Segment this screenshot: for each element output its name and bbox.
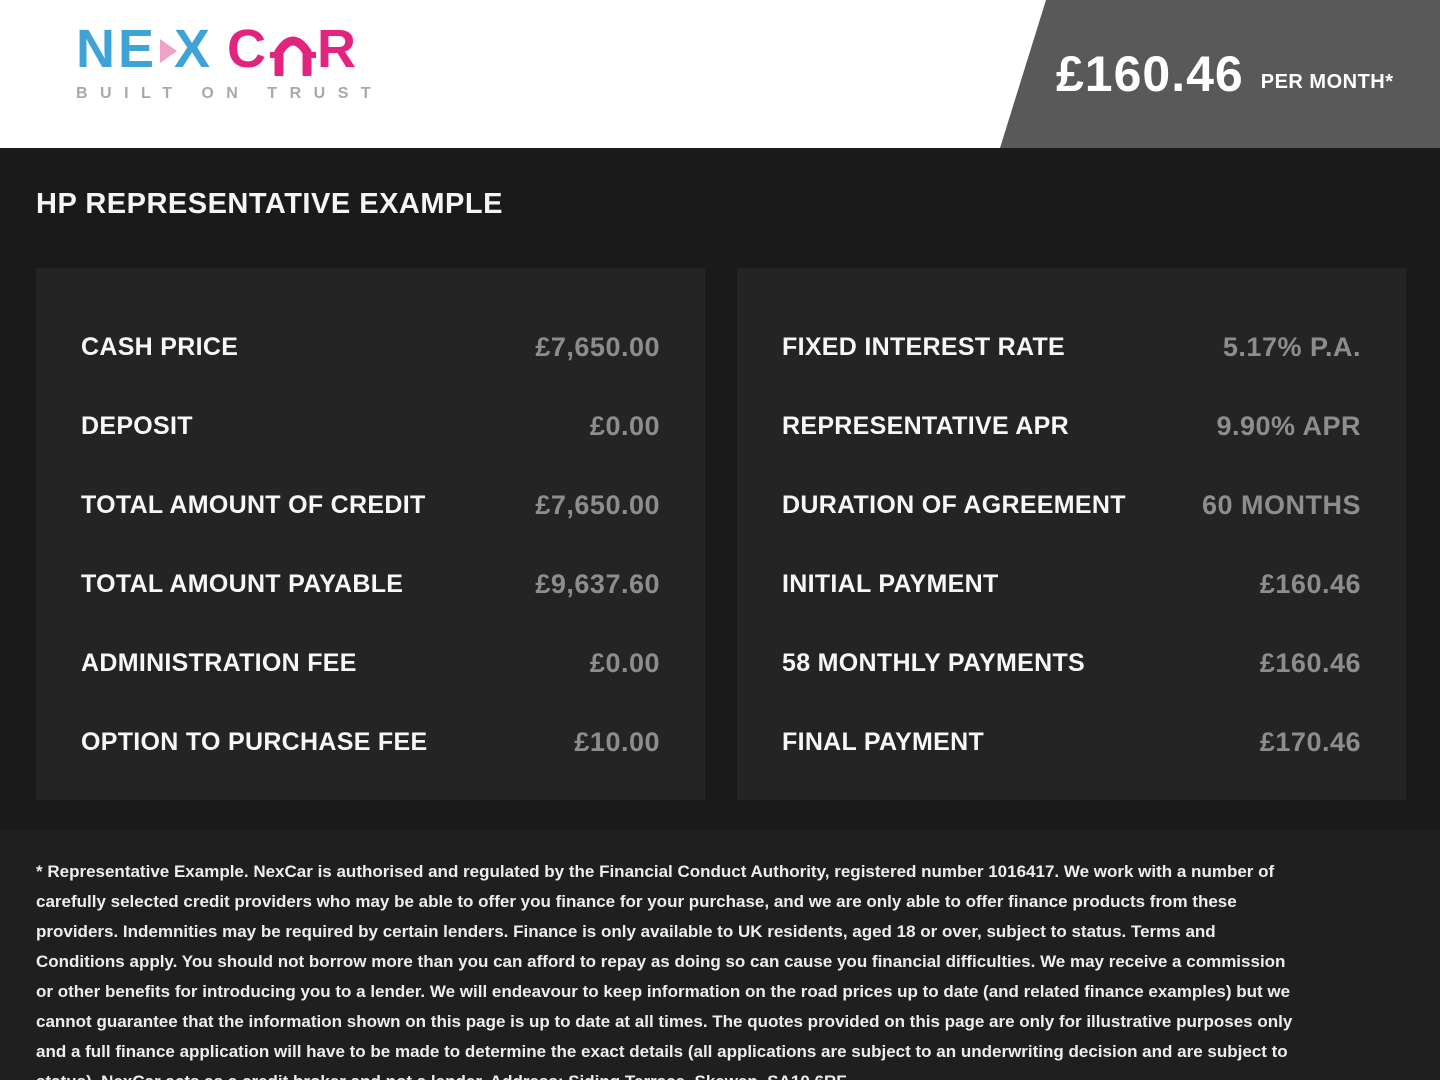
table-row: FIXED INTEREST RATE 5.17% P.A. xyxy=(782,308,1361,387)
finance-value: £7,650.00 xyxy=(535,332,660,362)
finance-value: £7,650.00 xyxy=(535,490,660,520)
finance-label: TOTAL AMOUNT PAYABLE xyxy=(81,570,404,598)
table-row: DURATION OF AGREEMENT 60 MONTHS xyxy=(782,466,1361,545)
monthly-price-amount: £160.46 xyxy=(1056,46,1244,102)
table-row: OPTION TO PURCHASE FEE £10.00 xyxy=(81,703,660,782)
finance-label: CASH PRICE xyxy=(81,333,239,361)
monthly-price-banner: £160.46 PER MONTH* xyxy=(1000,0,1440,148)
finance-label: REPRESENTATIVE APR xyxy=(782,412,1069,440)
table-row: 58 MONTHLY PAYMENTS £160.46 xyxy=(782,624,1361,703)
finance-label: TOTAL AMOUNT OF CREDIT xyxy=(81,491,426,519)
logo-text-c: C xyxy=(227,19,270,79)
disclaimer-text: * Representative Example. NexCar is auth… xyxy=(36,862,1293,1080)
finance-label: ADMINISTRATION FEE xyxy=(81,649,357,677)
finance-value: £10.00 xyxy=(574,727,660,757)
table-row: ADMINISTRATION FEE £0.00 xyxy=(81,624,660,703)
table-row: TOTAL AMOUNT OF CREDIT £7,650.00 xyxy=(81,466,660,545)
table-row: CASH PRICE £7,650.00 xyxy=(81,308,660,387)
finance-value: 60 MONTHS xyxy=(1201,490,1361,520)
monthly-price-period: PER MONTH* xyxy=(1260,70,1394,93)
finance-value: £0.00 xyxy=(589,648,660,678)
nexcar-logo: NE X C R BUILT ON TRUST xyxy=(76,22,383,103)
finance-value: £0.00 xyxy=(589,411,660,441)
table-row: INITIAL PAYMENT £160.46 xyxy=(782,545,1361,624)
finance-panel-left: CASH PRICE £7,650.00 DEPOSIT £0.00 TOTAL… xyxy=(36,268,705,800)
table-row: REPRESENTATIVE APR 9.90% APR xyxy=(782,387,1361,466)
finance-label: 58 MONTHLY PAYMENTS xyxy=(782,649,1086,677)
finance-value: £160.46 xyxy=(1259,648,1361,678)
finance-label: FIXED INTEREST RATE xyxy=(782,333,1066,361)
finance-label: INITIAL PAYMENT xyxy=(782,570,999,598)
arrow-right-icon xyxy=(160,39,178,63)
logo-text-r: R xyxy=(317,19,360,79)
finance-label: FINAL PAYMENT xyxy=(782,728,985,756)
table-row: TOTAL AMOUNT PAYABLE £9,637.60 xyxy=(81,545,660,624)
finance-label: DEPOSIT xyxy=(81,412,193,440)
finance-panel-right: FIXED INTEREST RATE 5.17% P.A. REPRESENT… xyxy=(737,268,1406,800)
page-title: HP REPRESENTATIVE EXAMPLE xyxy=(36,188,503,220)
table-row: FINAL PAYMENT £170.46 xyxy=(782,703,1361,782)
logo-text-x: X xyxy=(174,19,214,79)
table-row: DEPOSIT £0.00 xyxy=(81,387,660,466)
logo-tagline: BUILT ON TRUST xyxy=(76,85,384,102)
logo-text-ne: NE xyxy=(76,19,158,79)
logo-wordmark: NE X C R xyxy=(76,22,383,76)
header: NE X C R BUILT ON TRUST £160.46 PER MONT… xyxy=(0,0,1440,148)
footer: * Representative Example. NexCar is auth… xyxy=(0,830,1440,1080)
car-shape-icon xyxy=(270,36,317,76)
finance-label: DURATION OF AGREEMENT xyxy=(782,491,1126,519)
finance-value: 9.90% APR xyxy=(1216,411,1361,441)
finance-label: OPTION TO PURCHASE FEE xyxy=(81,728,428,756)
finance-value: £170.46 xyxy=(1259,727,1361,757)
finance-value: £160.46 xyxy=(1259,569,1361,599)
finance-value: 5.17% P.A. xyxy=(1222,332,1361,362)
finance-value: £9,637.60 xyxy=(535,569,660,599)
